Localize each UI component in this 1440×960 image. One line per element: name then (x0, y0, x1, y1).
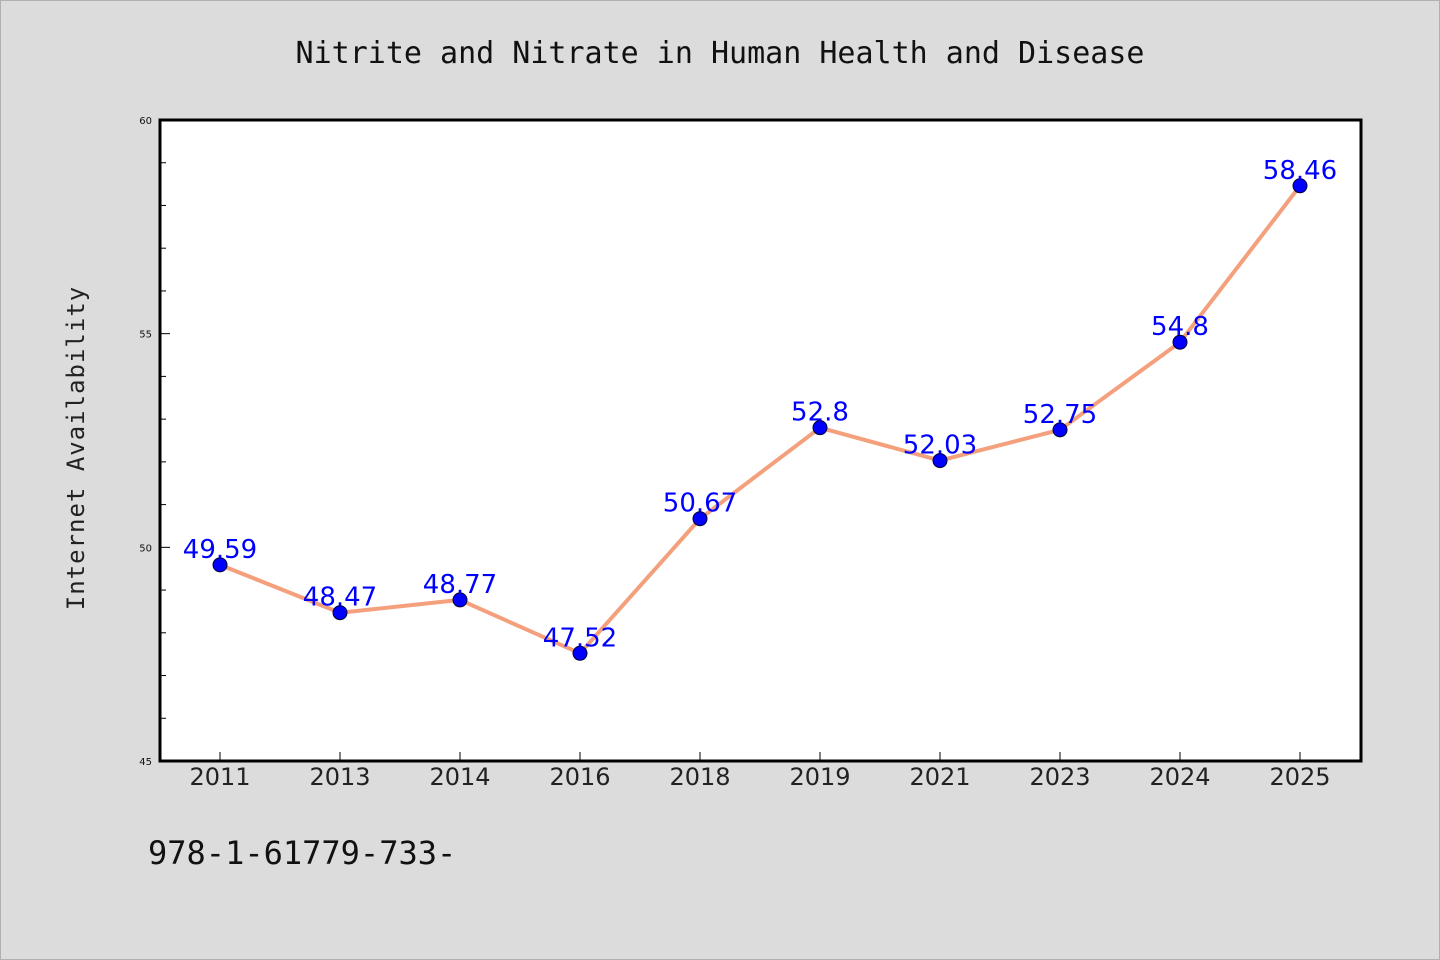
data-labels: 49.59 48.47 48.77 47.52 50.67 52.8 52.03 52.75 5… (183, 156, 1337, 654)
x-tick-label: 2021 (909, 763, 970, 791)
data-label: 52.03 (903, 431, 977, 461)
plot-area (160, 120, 1361, 761)
x-tick-label: 2019 (789, 763, 850, 791)
x-tick-label: 2024 (1149, 763, 1210, 791)
footnote-isbn: 978-1-61779-733- (148, 834, 456, 872)
x-tick-label: 2018 (669, 763, 730, 791)
y-tick-label: 60 (139, 116, 152, 127)
data-point (332, 605, 348, 621)
data-label: 52.8 (791, 398, 849, 428)
y-tick-label: 45 (139, 757, 152, 768)
data-point (932, 453, 948, 469)
y-axis-label: Internet Availability (62, 286, 90, 610)
y-tick-label: 50 (139, 543, 152, 554)
data-point (572, 645, 588, 661)
data-point (1172, 334, 1188, 350)
data-label: 47.52 (543, 623, 617, 653)
x-tick-label: 2014 (429, 763, 490, 791)
x-tick-label: 2016 (549, 763, 610, 791)
x-tick-label: 2013 (309, 763, 370, 791)
data-label: 49.59 (183, 535, 257, 565)
data-label: 48.47 (303, 583, 377, 613)
data-label: 54.8 (1151, 312, 1209, 342)
plot-border (158, 118, 1363, 763)
data-label: 58.46 (1263, 156, 1337, 186)
x-axis-ticks: 2011 2013 2014 2016 2018 2019 2021 2023 2024 2025 (189, 752, 1331, 791)
chart-title: Nitrite and Nitrate in Human Health and … (296, 36, 1145, 71)
x-tick-label: 2023 (1029, 763, 1090, 791)
x-tick-label: 2011 (189, 763, 250, 791)
data-point (692, 511, 708, 527)
data-point (812, 420, 828, 436)
data-point (452, 592, 468, 608)
x-tick-label: 2025 (1269, 763, 1330, 791)
data-label: 48.77 (423, 570, 497, 600)
y-tick-label: 55 (139, 330, 152, 341)
data-point (212, 557, 228, 573)
series-line (218, 183, 1302, 656)
series-markers (212, 178, 1308, 661)
data-label: 50.67 (663, 489, 737, 519)
data-point (1292, 178, 1308, 194)
data-point (1052, 422, 1068, 438)
data-label: 52.75 (1023, 400, 1097, 430)
